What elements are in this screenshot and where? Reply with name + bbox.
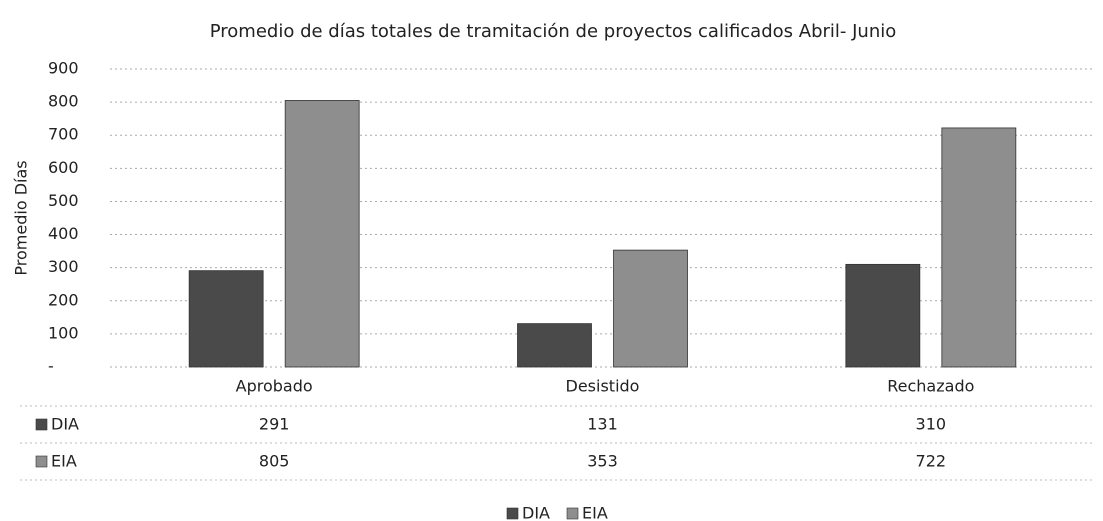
- table-value: 131: [587, 415, 618, 434]
- y-tick-label: 100: [48, 323, 79, 342]
- legend-key: [566, 507, 579, 520]
- bar: [845, 263, 921, 368]
- y-tick-label: 500: [48, 191, 79, 210]
- legend-label: EIA: [582, 504, 608, 521]
- y-tick-label: 600: [48, 158, 79, 177]
- table-legend-key: [35, 455, 48, 468]
- table-row-label: DIA: [51, 415, 79, 434]
- y-tick-label: 700: [48, 125, 79, 144]
- bar: [941, 127, 1017, 368]
- table-value: 291: [259, 415, 290, 434]
- bar: [188, 270, 264, 368]
- y-tick-label: 300: [48, 257, 79, 276]
- table-row-label: EIA: [51, 452, 77, 471]
- y-tick-label: 400: [48, 224, 79, 243]
- y-tick-label: 800: [48, 92, 79, 111]
- chart-title: Promedio de días totales de tramitación …: [210, 21, 897, 42]
- bar: [613, 249, 688, 368]
- y-axis-label: Promedio Días: [12, 160, 31, 275]
- x-tick-label: Desistido: [566, 377, 640, 396]
- x-tick-label: Aprobado: [236, 377, 313, 396]
- y-tick-label: 900: [48, 59, 79, 78]
- table-value: 310: [916, 415, 947, 434]
- table-value: 805: [259, 452, 290, 471]
- legend-key: [506, 507, 519, 520]
- x-tick-label: Rechazado: [887, 377, 974, 396]
- y-tick-label: 200: [48, 290, 79, 309]
- legend-label: DIA: [522, 504, 550, 521]
- table-legend-key: [35, 418, 48, 431]
- y-tick-label: -: [48, 357, 54, 376]
- bar: [284, 100, 360, 368]
- table-value: 353: [587, 452, 618, 471]
- table-value: 722: [916, 452, 947, 471]
- bar: [517, 323, 592, 368]
